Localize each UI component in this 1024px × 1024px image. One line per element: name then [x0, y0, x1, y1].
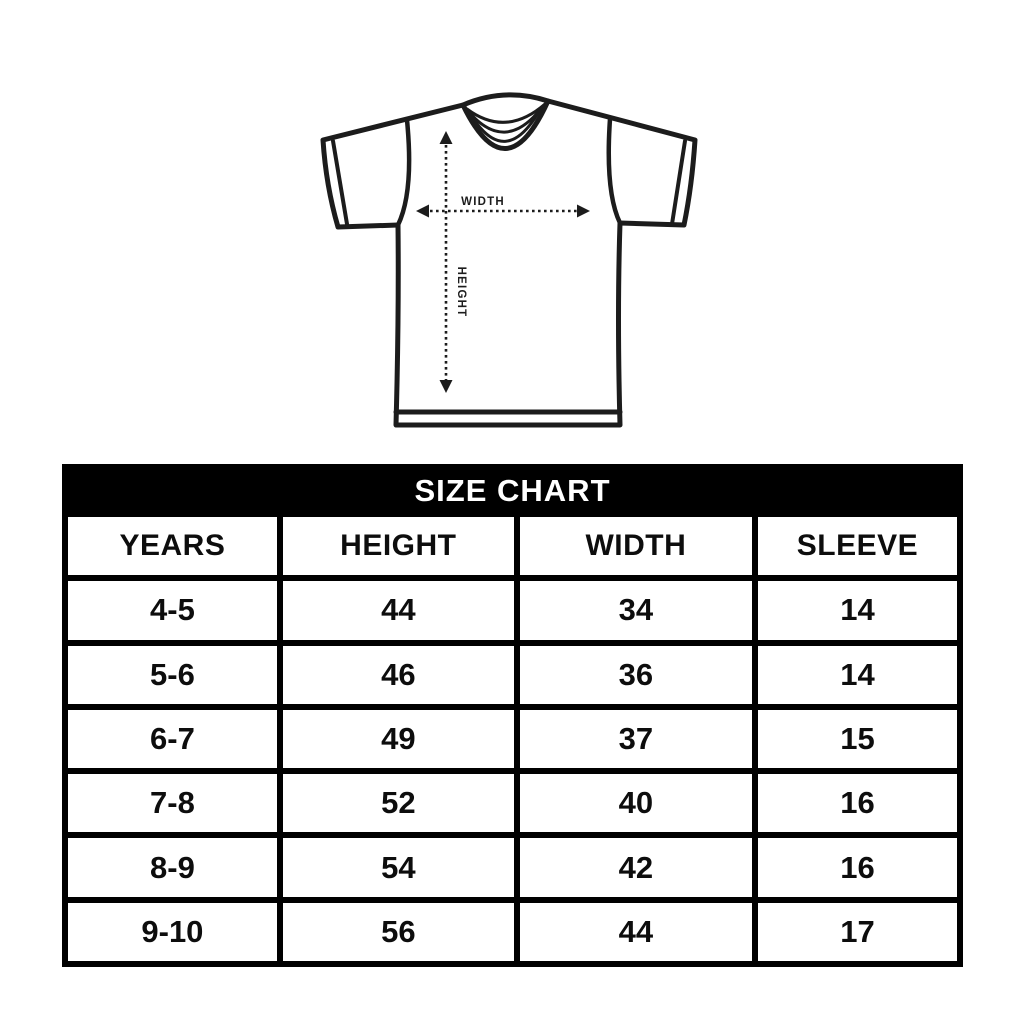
table-cell: 56: [282, 902, 514, 961]
table-row: 4-5 44 34 14: [68, 581, 958, 640]
table-cell: 8-9: [68, 838, 277, 897]
table-row: 9-10 56 44 17: [68, 902, 958, 961]
table-cell: 49: [282, 709, 514, 769]
table-cell: 44: [519, 902, 752, 961]
table-cell: 42: [519, 838, 752, 897]
size-chart-table: SIZE CHART YEARS HEIGHT WIDTH SLEEVE 4-5…: [62, 464, 963, 967]
table-cell: 4-5: [68, 581, 277, 640]
table-header-row: YEARS HEIGHT WIDTH SLEEVE: [68, 517, 958, 576]
tshirt-seams: [331, 98, 687, 415]
table-cell: 15: [757, 709, 958, 769]
table-cell: 6-7: [68, 709, 277, 769]
table-cell: 16: [757, 774, 958, 833]
table-cell: 44: [282, 581, 514, 640]
table-cell: 37: [519, 709, 752, 769]
table-row: 7-8 52 40 16: [68, 774, 958, 833]
table-cell: 34: [519, 581, 752, 640]
size-chart-grid: YEARS HEIGHT WIDTH SLEEVE 4-5 44 34 14 5…: [62, 517, 963, 967]
table-row: 5-6 46 36 14: [68, 645, 958, 704]
height-arrow: [439, 131, 453, 393]
header-cell-years: YEARS: [68, 517, 277, 576]
tshirt-diagram: WIDTH HEIGHT: [320, 92, 698, 428]
table-cell: 46: [282, 645, 514, 704]
table-cell: 54: [282, 838, 514, 897]
collar: [460, 98, 551, 151]
table-cell: 9-10: [68, 902, 277, 961]
table-cell: 14: [757, 581, 958, 640]
header-cell-height: HEIGHT: [282, 517, 514, 576]
table-cell: 52: [282, 774, 514, 833]
table-row: 8-9 54 42 16: [68, 838, 958, 897]
header-cell-width: WIDTH: [519, 517, 752, 576]
width-label: WIDTH: [461, 196, 505, 208]
table-cell: 16: [757, 838, 958, 897]
table-row: 6-7 49 37 15: [68, 709, 958, 769]
table-cell: 40: [519, 774, 752, 833]
height-label: HEIGHT: [455, 267, 467, 318]
width-arrow: [416, 204, 590, 218]
table-cell: 5-6: [68, 645, 277, 704]
header-cell-sleeve: SLEEVE: [757, 517, 958, 576]
table-cell: 14: [757, 645, 958, 704]
table-cell: 36: [519, 645, 752, 704]
table-cell: 17: [757, 902, 958, 961]
tshirt-outline: [320, 92, 698, 428]
table-cell: 7-8: [68, 774, 277, 833]
size-chart-title: SIZE CHART: [414, 472, 611, 508]
